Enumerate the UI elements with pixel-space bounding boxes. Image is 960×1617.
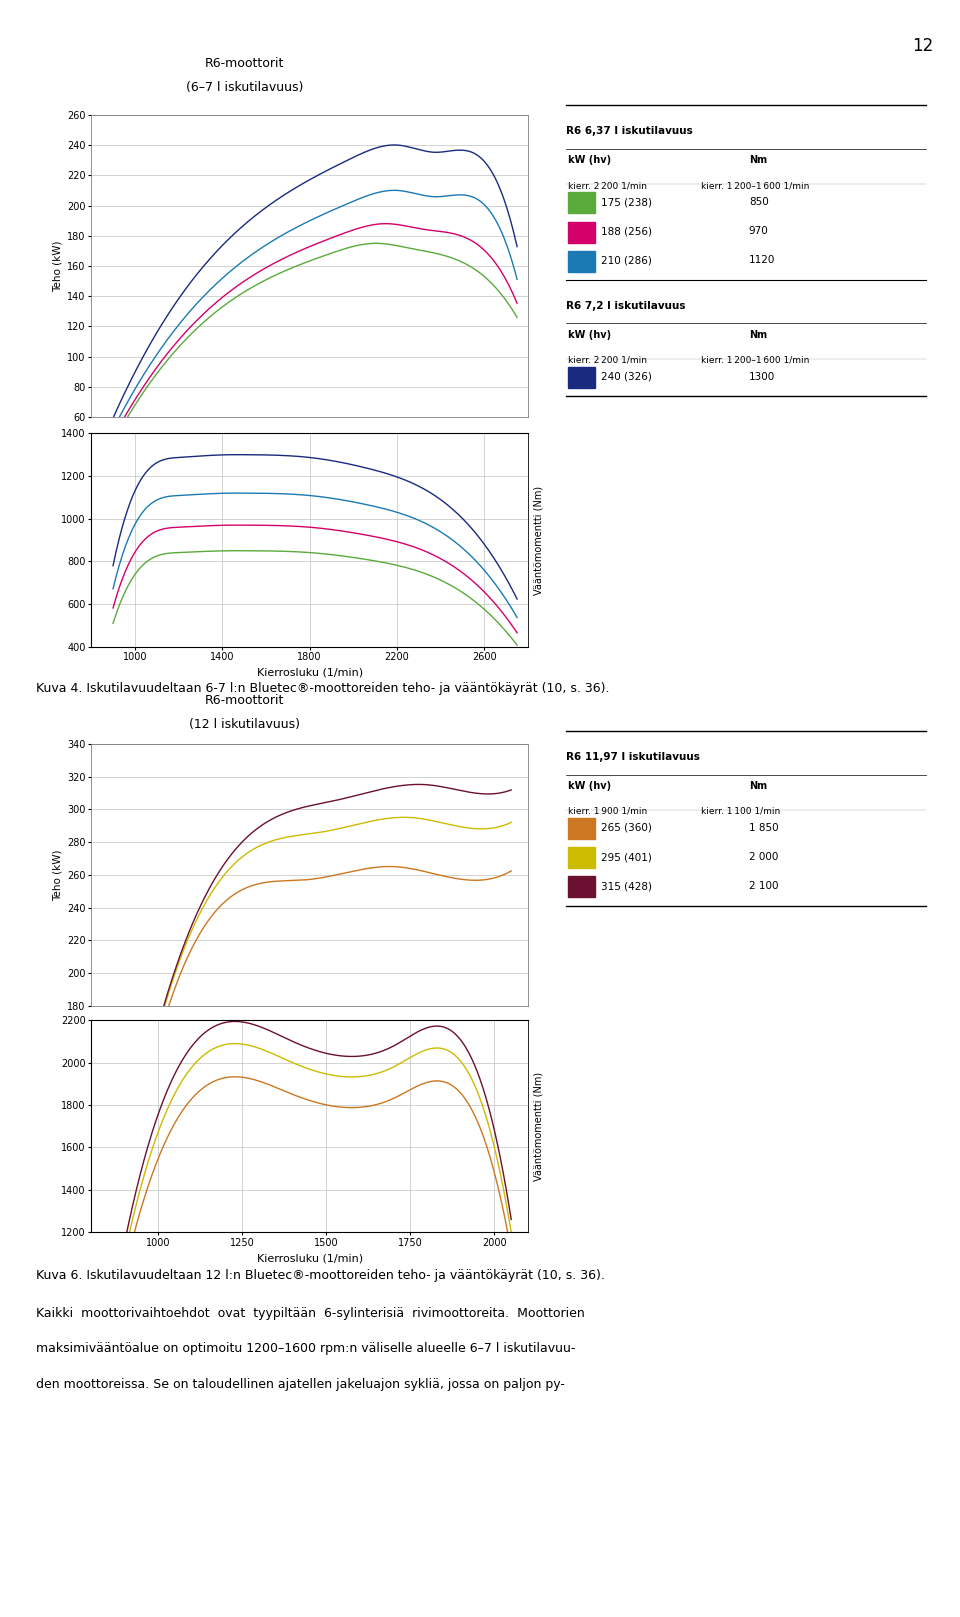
- Text: (12 l iskutilavuus): (12 l iskutilavuus): [189, 718, 300, 731]
- Text: 12: 12: [912, 37, 933, 55]
- Text: Nm: Nm: [749, 781, 767, 791]
- Text: 2 000: 2 000: [749, 852, 779, 862]
- X-axis label: Kierrosluku (1/min): Kierrosluku (1/min): [256, 1253, 363, 1263]
- Text: kierr. 2 200 1/min: kierr. 2 200 1/min: [568, 181, 647, 191]
- Text: 240 (326): 240 (326): [601, 372, 652, 382]
- Y-axis label: Teho (kW): Teho (kW): [53, 849, 62, 901]
- Text: 295 (401): 295 (401): [601, 852, 652, 862]
- Text: 2 100: 2 100: [749, 881, 779, 891]
- Text: kW (hv): kW (hv): [568, 781, 612, 791]
- Text: Kuva 6. Iskutilavuudeltaan 12 l:n Bluetec®-moottoreiden teho- ja vääntökäyrät (1: Kuva 6. Iskutilavuudeltaan 12 l:n Bluete…: [36, 1269, 606, 1282]
- Text: den moottoreissa. Se on taloudellinen ajatellen jakeluajon sykliä, jossa on palj: den moottoreissa. Se on taloudellinen aj…: [36, 1378, 565, 1391]
- Text: maksimivääntöalue on optimoitu 1200–1600 rpm:n väliselle alueelle 6–7 l iskutila: maksimivääntöalue on optimoitu 1200–1600…: [36, 1342, 576, 1355]
- Text: (6–7 l iskutilavuus): (6–7 l iskutilavuus): [186, 81, 303, 94]
- Text: 970: 970: [749, 226, 769, 236]
- Text: 1300: 1300: [749, 372, 775, 382]
- Text: R6-moottorit: R6-moottorit: [205, 57, 284, 70]
- Text: kierr. 1 200–1 600 1/min: kierr. 1 200–1 600 1/min: [701, 356, 809, 365]
- Text: Nm: Nm: [749, 330, 767, 340]
- Text: R6 7,2 l iskutilavuus: R6 7,2 l iskutilavuus: [566, 301, 685, 310]
- Text: R6 11,97 l iskutilavuus: R6 11,97 l iskutilavuus: [566, 752, 700, 762]
- Text: kierr. 2 200 1/min: kierr. 2 200 1/min: [568, 356, 647, 365]
- Text: Kaikki  moottorivaihtoehdot  ovat  tyypiltään  6-sylinterisiä  rivimoottoreita. : Kaikki moottorivaihtoehdot ovat tyypiltä…: [36, 1307, 586, 1319]
- Text: 1 850: 1 850: [749, 823, 779, 833]
- Text: kierr. 1 100 1/min: kierr. 1 100 1/min: [701, 807, 780, 817]
- Y-axis label: Teho (kW): Teho (kW): [53, 241, 62, 291]
- Text: Kuva 4. Iskutilavuudeltaan 6-7 l:n Bluetec®-moottoreiden teho- ja vääntökäyrät (: Kuva 4. Iskutilavuudeltaan 6-7 l:n Bluet…: [36, 682, 610, 695]
- Text: 265 (360): 265 (360): [601, 823, 652, 833]
- Text: R6 6,37 l iskutilavuus: R6 6,37 l iskutilavuus: [566, 126, 693, 136]
- Text: R6-moottorit: R6-moottorit: [205, 694, 284, 707]
- Y-axis label: Vääntömomentti (Nm): Vääntömomentti (Nm): [534, 485, 543, 595]
- Text: kW (hv): kW (hv): [568, 155, 612, 165]
- Text: Nm: Nm: [749, 155, 767, 165]
- Text: kierr. 1 200–1 600 1/min: kierr. 1 200–1 600 1/min: [701, 181, 809, 191]
- Text: kierr. 1 900 1/min: kierr. 1 900 1/min: [568, 807, 648, 817]
- Text: 315 (428): 315 (428): [601, 881, 652, 891]
- Text: 210 (286): 210 (286): [601, 255, 652, 265]
- Text: kW (hv): kW (hv): [568, 330, 612, 340]
- X-axis label: Kierrosluku (1/min): Kierrosluku (1/min): [256, 668, 363, 678]
- Y-axis label: Vääntömomentti (Nm): Vääntömomentti (Nm): [534, 1072, 543, 1180]
- Text: 1120: 1120: [749, 255, 775, 265]
- Text: 188 (256): 188 (256): [601, 226, 652, 236]
- Text: 175 (238): 175 (238): [601, 197, 652, 207]
- Text: 850: 850: [749, 197, 769, 207]
